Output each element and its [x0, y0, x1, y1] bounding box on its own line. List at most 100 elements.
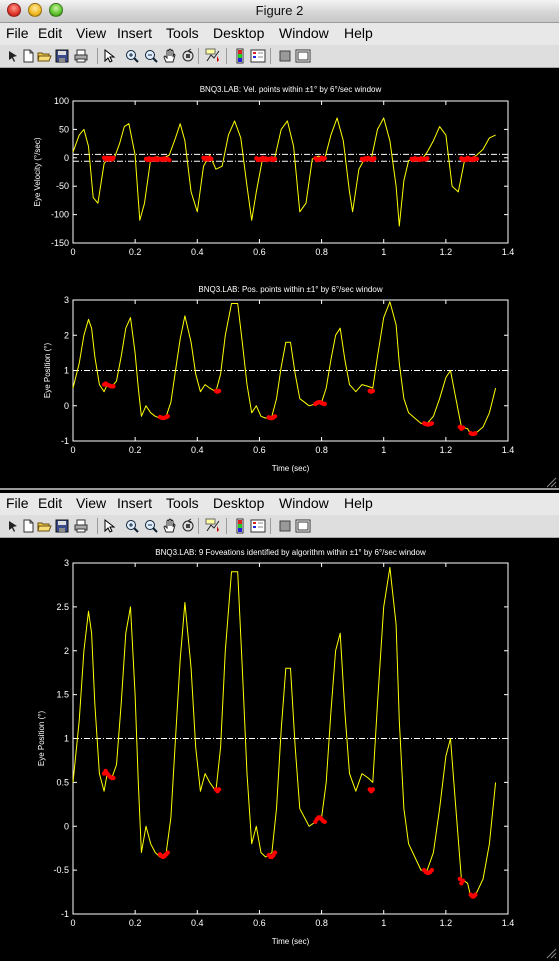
window-divider — [0, 488, 559, 491]
foveation-point — [473, 431, 478, 436]
menu-desktop[interactable]: Desktop — [213, 25, 265, 41]
x-tick-label: 1 — [381, 918, 386, 928]
x-tick-label: 1.2 — [440, 918, 453, 928]
series-line — [72, 117, 496, 227]
menu-edit[interactable]: Edit — [38, 25, 63, 41]
foveation-point — [216, 787, 222, 792]
data-cursor-icon[interactable] — [205, 48, 221, 64]
menu-window[interactable]: Window — [279, 25, 329, 41]
menu-desktop[interactable]: Desktop — [213, 495, 265, 511]
menu-file[interactable]: File — [6, 25, 29, 41]
new-figure-icon[interactable] — [20, 518, 36, 534]
y-tick-label: 1.5 — [56, 690, 69, 700]
y-tick-label: 50 — [59, 124, 69, 134]
menu-help[interactable]: Help — [344, 495, 373, 511]
foveation-point — [272, 156, 278, 162]
x-tick-label: 1.4 — [502, 247, 515, 257]
menu-view[interactable]: View — [76, 25, 107, 41]
insert-colorbar-icon[interactable] — [232, 48, 248, 64]
zoom-out-icon[interactable] — [143, 48, 159, 64]
toolbar-separator — [270, 518, 271, 534]
menu-view[interactable]: View — [76, 495, 107, 511]
foveation-point — [460, 425, 466, 430]
foveation-point — [165, 414, 170, 419]
menu-insert[interactable]: Insert — [117, 25, 153, 41]
resize-grip-icon[interactable] — [545, 476, 557, 488]
rotate-3d-icon[interactable] — [180, 518, 196, 534]
y-tick-label: 2 — [64, 646, 69, 656]
foveation-point — [372, 156, 377, 161]
save-icon[interactable] — [54, 48, 70, 64]
menu-edit[interactable]: Edit — [38, 495, 63, 511]
save-icon[interactable] — [54, 518, 70, 534]
x-tick-label: 0.8 — [315, 445, 328, 455]
zoom-in-icon[interactable] — [124, 518, 140, 534]
figure-window-top: Figure 2 File Edit View Insert Tools Des… — [0, 0, 559, 488]
open-file-icon[interactable] — [36, 48, 52, 64]
foveation-point — [167, 157, 172, 163]
foveation-point — [165, 850, 170, 855]
x-tick-label: 0.2 — [129, 247, 142, 257]
pan-icon[interactable] — [161, 48, 177, 64]
foveation-plot[interactable]: BNQ3.LAB: 9 Foveations identified by alg… — [0, 538, 559, 948]
edit-plot-icon[interactable] — [101, 48, 117, 64]
pan-icon[interactable] — [161, 518, 177, 534]
y-axis-label: Eye Velocity (°/sec) — [33, 137, 42, 206]
figure-toolbar — [0, 515, 559, 538]
foveation-point — [473, 892, 478, 897]
resize-grip-icon[interactable] — [545, 947, 557, 959]
y-axis-label: Eye Position (°) — [37, 711, 46, 767]
menu-tools[interactable]: Tools — [166, 25, 199, 41]
menu-tools[interactable]: Tools — [166, 495, 199, 511]
minimize-button[interactable] — [28, 3, 42, 17]
menu-file[interactable]: File — [6, 495, 29, 511]
y-tick-label: 100 — [54, 96, 69, 106]
y-tick-label: 1 — [64, 366, 69, 376]
menu-help[interactable]: Help — [344, 25, 373, 41]
foveation-point — [425, 156, 430, 161]
menu-window[interactable]: Window — [279, 495, 329, 511]
y-tick-label: 2 — [64, 330, 69, 340]
window-title: Figure 2 — [255, 3, 304, 18]
figure-window-bottom: File Edit View Insert Tools Desktop Wind… — [0, 490, 559, 961]
insert-legend-icon[interactable] — [250, 48, 266, 64]
x-tick-label: 0.6 — [253, 918, 266, 928]
velocity-plot[interactable]: BNQ3.LAB: Vel. points within ±1° by 6°/s… — [0, 68, 559, 278]
pointer-arrow-icon[interactable] — [5, 518, 21, 534]
x-tick-label: 0 — [70, 445, 75, 455]
zoom-button[interactable] — [49, 3, 63, 17]
hide-plot-tools-icon[interactable] — [277, 518, 293, 534]
open-file-icon[interactable] — [36, 518, 52, 534]
close-button[interactable] — [7, 3, 21, 17]
foveation-point — [474, 156, 480, 162]
show-plot-tools-icon[interactable] — [295, 518, 311, 534]
insert-legend-icon[interactable] — [250, 518, 266, 534]
x-tick-label: 1.2 — [440, 445, 453, 455]
data-cursor-icon[interactable] — [205, 518, 221, 534]
y-tick-label: 0 — [64, 821, 69, 831]
rotate-3d-icon[interactable] — [180, 48, 196, 64]
x-tick-label: 0.6 — [253, 247, 266, 257]
edit-plot-icon[interactable] — [101, 518, 117, 534]
pointer-arrow-icon[interactable] — [5, 48, 21, 64]
position-plot[interactable]: BNQ3.LAB: Pos. points within ±1° by 6°/s… — [0, 278, 559, 478]
x-tick-label: 0.4 — [191, 247, 204, 257]
foveation-point — [209, 156, 214, 162]
title-bar[interactable]: Figure 2 — [0, 0, 559, 23]
new-figure-icon[interactable] — [20, 48, 36, 64]
x-tick-label: 0.2 — [129, 918, 142, 928]
y-tick-label: -0.5 — [53, 865, 69, 875]
print-icon[interactable] — [73, 48, 89, 64]
chart-title: BNQ3.LAB: 9 Foveations identified by alg… — [155, 548, 426, 557]
x-tick-label: 0.6 — [253, 445, 266, 455]
menu-insert[interactable]: Insert — [117, 495, 153, 511]
print-icon[interactable] — [73, 518, 89, 534]
hide-plot-tools-icon[interactable] — [277, 48, 293, 64]
zoom-in-icon[interactable] — [124, 48, 140, 64]
foveation-point — [370, 787, 376, 792]
insert-colorbar-icon[interactable] — [232, 518, 248, 534]
show-plot-tools-icon[interactable] — [295, 48, 311, 64]
zoom-out-icon[interactable] — [143, 518, 159, 534]
y-axis-label: Eye Position (°) — [43, 343, 52, 399]
x-tick-label: 0.2 — [129, 445, 142, 455]
